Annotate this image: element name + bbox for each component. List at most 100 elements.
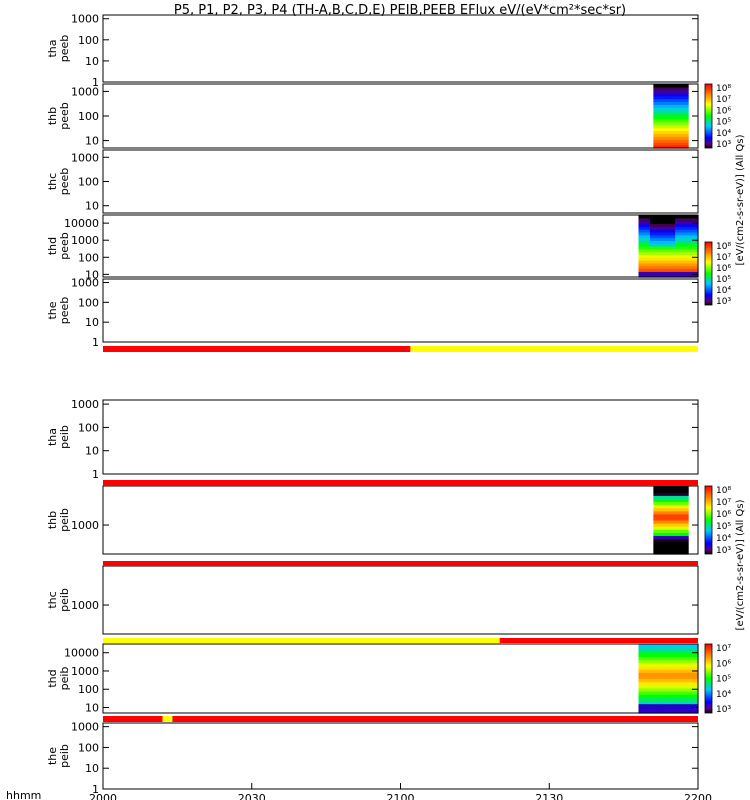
spectrogram-cell — [658, 489, 661, 493]
spectrogram-cell — [668, 538, 670, 543]
spectrogram-cell — [679, 243, 683, 247]
spectrogram-cell — [686, 95, 689, 100]
spectrogram-cell — [665, 675, 669, 680]
spectrogram-cell — [643, 669, 646, 673]
spectrogram-cell — [656, 675, 660, 680]
spectrogram-cell — [657, 495, 660, 499]
spectrogram-cell — [652, 254, 656, 258]
spectrogram-cell — [691, 248, 695, 253]
spectrogram-cell — [686, 541, 689, 546]
spectrogram-cell — [661, 532, 664, 537]
spectrogram-cell — [661, 237, 665, 241]
spectrogram-cell — [658, 107, 661, 111]
y-tick-label: 10 — [85, 702, 99, 715]
spectrogram-cell — [661, 703, 665, 708]
spectrogram-cell — [684, 513, 687, 518]
spectrogram-cell — [668, 510, 670, 515]
spectrogram-cell — [661, 644, 665, 648]
spectrogram-cell — [668, 130, 670, 135]
spectrogram-cell — [680, 550, 682, 555]
spectrogram-cell — [680, 139, 682, 143]
spectrogram-cell — [679, 706, 683, 711]
spectrogram-cell — [682, 145, 685, 149]
spectrogram-cell — [674, 124, 677, 129]
spectrogram-cell — [654, 510, 657, 515]
spectrogram-cell — [679, 251, 683, 256]
spectrogram-cell — [680, 113, 682, 117]
spectrogram-cell — [693, 254, 697, 258]
spectrogram-cell — [657, 541, 660, 546]
spectrogram-cell — [643, 678, 646, 683]
spectrogram-cell — [686, 647, 690, 651]
spectrogram-cell — [672, 262, 676, 267]
spectrogram-cell — [685, 136, 688, 140]
spectrogram-cell — [640, 220, 644, 225]
spectrogram-cell — [661, 544, 664, 549]
spectrogram-cell — [662, 535, 665, 540]
spectrogram-cell — [647, 647, 651, 651]
spectrogram-cell — [662, 116, 665, 120]
spectrogram-cell — [668, 513, 670, 518]
spectrogram-cell — [684, 691, 688, 695]
spectrogram-cell — [681, 495, 684, 499]
spectrogram-cell — [670, 486, 673, 490]
spectrogram-cell — [662, 492, 665, 496]
spectrogram-cell — [670, 516, 673, 521]
spectrogram-cell — [670, 526, 673, 530]
spectrogram-cell — [647, 248, 651, 253]
spectrogram-cell — [654, 684, 658, 689]
spectrogram-cell — [649, 271, 653, 275]
spectrogram-cell — [666, 118, 669, 123]
spectrogram-cell — [649, 262, 653, 267]
spectrogram-cell — [686, 121, 689, 126]
spectrogram-cell — [665, 274, 669, 278]
spectrogram-cell — [654, 116, 657, 120]
spectrogram-cell — [677, 684, 681, 689]
spectrogram-cell — [695, 675, 699, 680]
spectrogram-cell — [669, 142, 672, 146]
spectrogram-cell — [695, 650, 699, 655]
spectrogram-cell — [691, 254, 695, 258]
spectrogram-cell — [684, 231, 688, 236]
spectrogram-cell — [672, 550, 674, 555]
spectrogram-cell — [668, 662, 672, 667]
colorbar-tick-label: 10³ — [716, 705, 731, 715]
spectrogram-cell — [654, 706, 658, 711]
spectrogram-cell — [661, 507, 664, 512]
spectrogram-cell — [640, 681, 644, 686]
spectrogram-cell — [681, 653, 685, 658]
spectrogram-cell — [668, 237, 672, 241]
spectrogram-cell — [682, 110, 685, 114]
spectrogram-cell — [686, 139, 689, 143]
spectrogram-cell — [691, 672, 695, 676]
spectrogram-cell — [677, 535, 680, 540]
spectrogram-cell — [663, 217, 667, 222]
spectrogram-cell — [672, 265, 676, 270]
spectrogram-cell — [654, 133, 657, 137]
spectrogram-cell — [675, 260, 679, 264]
spectrogram-cell — [652, 215, 656, 219]
panel-ylabel: peib — [58, 508, 71, 532]
spectrogram-cell — [666, 136, 669, 140]
spectrogram-cell — [684, 223, 688, 227]
spectrogram-cell — [681, 541, 684, 546]
spectrogram-cell — [695, 687, 699, 692]
spectrogram-cell — [656, 644, 660, 648]
spectrogram-cell — [686, 547, 689, 552]
spectrogram-cell — [658, 516, 661, 521]
spectrogram-cell — [659, 257, 662, 261]
spectrogram-cell — [649, 684, 653, 689]
spectrogram-cell — [663, 700, 667, 705]
spectrogram-cell — [668, 142, 670, 146]
spectrogram-cell — [661, 662, 665, 667]
spectrogram-cell — [688, 662, 692, 667]
spectrogram-cell — [676, 89, 678, 94]
spectrogram-cell — [672, 243, 676, 247]
spectrogram-cell — [691, 265, 695, 270]
spectrogram-cell — [679, 665, 683, 670]
y-tick-label: 1000 — [71, 519, 99, 532]
spectrogram-cell — [680, 145, 682, 149]
panel-ylabel: peib — [58, 667, 71, 691]
spectrogram-cell — [668, 709, 672, 714]
